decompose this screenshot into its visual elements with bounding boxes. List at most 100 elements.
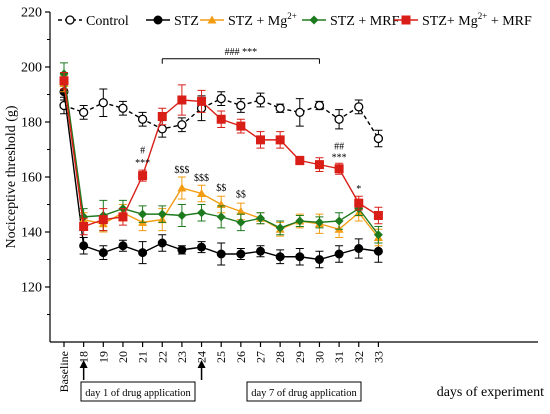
data-point	[354, 102, 364, 112]
data-point	[334, 164, 344, 174]
legend-marker	[153, 15, 163, 25]
data-point	[177, 183, 187, 192]
x-tick-label: 25	[214, 351, 228, 363]
significance-mark: ***	[332, 153, 347, 164]
data-point	[157, 209, 167, 219]
data-point	[255, 95, 266, 105]
data-point	[236, 206, 246, 215]
y-tick-label: 180	[21, 116, 42, 131]
significance-mark: #	[140, 146, 145, 157]
data-point	[98, 98, 108, 108]
y-tick-label: 220	[21, 6, 42, 21]
x-tick-label: 26	[234, 351, 248, 363]
data-point	[334, 216, 344, 226]
data-point	[236, 100, 246, 111]
x-tick-label: 24	[195, 351, 209, 363]
significance-label: ### ***	[225, 47, 258, 58]
y-tick-label: 160	[21, 171, 42, 186]
legend-item: STZ	[146, 14, 199, 29]
data-point	[177, 211, 187, 220]
data-point	[314, 160, 324, 170]
significance-mark: $$	[236, 190, 246, 201]
data-point	[275, 103, 285, 113]
legend-marker	[309, 15, 319, 25]
callout-box	[246, 381, 362, 402]
data-point	[98, 215, 108, 225]
series-group	[59, 83, 383, 269]
significance-mark: $$$	[174, 165, 189, 176]
data-point	[295, 252, 305, 262]
callout-arrow-head	[79, 360, 88, 368]
data-point	[236, 121, 246, 131]
callout-text: day 7 of drug application	[251, 388, 357, 399]
y-axis-label: Nociceptive threshold (g)	[4, 105, 19, 248]
y-tick-label: 140	[21, 226, 42, 241]
legend-marker	[401, 15, 411, 25]
x-tick-label: 23	[175, 351, 189, 363]
data-point	[314, 255, 324, 264]
data-point	[256, 135, 265, 145]
data-point	[275, 252, 285, 262]
data-point	[177, 120, 187, 130]
y-tick-label: 200	[21, 61, 42, 76]
legend-label: STZ + MRF	[330, 14, 400, 29]
data-point	[177, 245, 187, 255]
data-point	[197, 96, 207, 106]
legend-item: STZ + Mg2+	[200, 11, 297, 29]
x-tick-label: 22	[155, 351, 169, 363]
data-point	[79, 107, 89, 118]
x-tick-label: Baseline	[57, 351, 71, 392]
data-point	[157, 238, 167, 248]
x-tick-label: 28	[273, 351, 287, 363]
data-point	[373, 230, 383, 240]
data-point	[157, 112, 167, 121]
legend-label: STZ+ Mg2+ + MRF	[422, 11, 532, 29]
data-point	[354, 244, 364, 253]
x-axis-label: days of experiment	[437, 385, 544, 400]
series-group	[59, 88, 384, 148]
data-point	[118, 241, 128, 251]
legend-label: STZ	[174, 14, 199, 29]
data-point	[98, 248, 108, 258]
data-point	[256, 246, 265, 256]
data-point	[216, 114, 226, 124]
data-point	[216, 212, 226, 222]
x-tick-label: 21	[136, 351, 150, 363]
significance-mark: *	[356, 184, 361, 195]
legend-marker	[207, 15, 217, 24]
data-point	[256, 213, 265, 223]
data-point	[236, 249, 246, 259]
x-tick-label: 19	[96, 351, 110, 363]
data-point	[138, 248, 148, 258]
data-point	[295, 107, 305, 118]
legend-item: STZ+ Mg2+ + MRF	[394, 11, 532, 29]
data-point	[275, 135, 285, 145]
data-point	[295, 156, 305, 165]
data-point	[79, 241, 89, 251]
data-point	[334, 249, 344, 259]
data-point	[138, 209, 148, 219]
y-tick-label: 120	[21, 281, 42, 296]
data-point	[118, 212, 128, 222]
data-point	[236, 217, 246, 227]
significance-mark: $$$	[194, 173, 209, 184]
x-tick-label: 20	[116, 351, 130, 363]
legend-item: Control	[58, 14, 129, 29]
data-point	[295, 216, 305, 226]
x-tick-label: 32	[352, 351, 366, 363]
data-point	[216, 249, 226, 259]
x-tick-label: 29	[293, 351, 307, 363]
legend-marker	[65, 15, 75, 25]
data-point	[373, 246, 383, 256]
x-tick-label: 30	[312, 351, 326, 363]
data-point	[197, 189, 207, 197]
series-group	[59, 72, 383, 236]
legend-label: STZ + Mg2+	[228, 11, 297, 29]
data-point	[354, 198, 364, 208]
x-tick-label: 33	[371, 351, 385, 363]
callout-arrow-head	[197, 360, 206, 368]
x-tick-label: 18	[77, 351, 91, 363]
data-point	[334, 114, 344, 124]
data-point	[373, 133, 384, 144]
